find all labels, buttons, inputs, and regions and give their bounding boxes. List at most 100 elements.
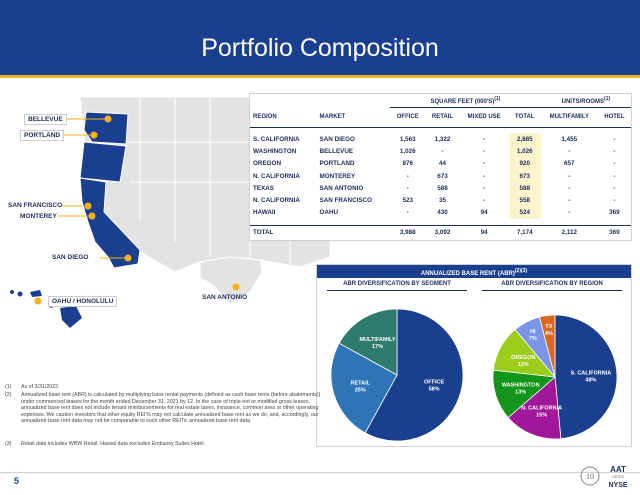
aat-nyse-logo: 10 AAT LISTED NYSE [580,465,628,489]
table-cell: WASHINGTON [253,147,297,155]
slice-value-label: 25% [355,388,366,394]
pie-slice [507,376,562,440]
abr-title: ANNUALIZED BASE RENT (ABR)(2)(3) [317,265,631,278]
slice-value-label: 13% [515,390,526,396]
total-cell: 3,092 [425,224,460,241]
city-label-oahu: OAHU / HONOLULU [48,296,118,307]
table-cell: 588 [508,182,541,195]
slice-category-label: S. CALIFORNIA [571,370,612,376]
table-cell: - [568,209,571,217]
table-cell: MONTEREY [319,172,356,180]
table-cell: - [483,160,486,168]
table-cell: 588 [437,184,448,192]
header-banner [0,0,640,78]
exchange-text: NYSE [608,482,627,489]
city-label-portland: PORTLAND [20,130,65,141]
slice-value-label: 4% [545,331,553,337]
us-map-state-lines [120,97,330,267]
table-cell: 657 [564,160,575,168]
column-header: RETAIL [425,107,460,128]
table-cell: - [483,135,486,143]
column-header: REGION [250,107,317,128]
table-cell: 94 [480,209,488,217]
table-cell: 1,322 [434,135,451,143]
table-cell: - [613,147,616,155]
table-cell: - [406,172,409,180]
column-header: MULTIFAMILY [540,107,598,128]
table-cell: 1,026 [508,145,541,158]
table-row: N. CALIFORNIA MONTEREY - 673 - 673 - - [250,169,631,183]
table-row: TEXAS SAN ANTONIO - 588 - 588 - - [250,182,631,195]
footnote-text: Retail data includes WBW Retail. Hawaii … [21,441,205,447]
table-cell: 369 [609,209,620,217]
city-label-bellevue: BELLEVUE [24,114,67,125]
table-cell: 2,885 [508,133,541,146]
total-cell: 2,112 [540,224,598,241]
table-cell: 1,563 [399,135,416,143]
table-row: S. CALIFORNIA SAN DIEGO 1,563 1,322 - 2,885 1,… [250,133,631,146]
city-label-san-antonio: SAN ANTONIO [202,294,248,301]
oregon-state [79,141,127,183]
table-cell: TEXAS [253,184,274,192]
table-cell: OREGON [253,160,281,168]
total-cell: 94 [459,224,509,241]
table-cell: - [613,197,616,205]
page-number: 5 [14,476,20,486]
table-cell: - [483,197,486,205]
table-cell: - [441,147,444,155]
logo-sub-text: LISTED [612,475,625,479]
table-cell: 673 [437,172,448,180]
footnote-number: (2) [5,392,12,398]
table-cell: 673 [508,169,541,183]
table-cell: - [483,184,486,192]
footnote-text: As of 3/31/2022. [21,384,60,390]
table-row: OREGON PORTLAND 876 44 - 920 657 - [250,157,631,170]
slice-category-label: N. CALIFORNIA [521,405,562,411]
table-cell: - [568,147,571,155]
table-cell: - [568,172,571,180]
pie-slice [338,308,398,376]
total-cell: 3,988 [390,224,426,241]
slice-category-label: HI [530,329,536,335]
table-cell: SAN DIEGO [319,135,355,143]
table-cell: 430 [437,209,448,217]
pie-slice [538,314,556,378]
slice-category-label: OREGON [511,355,535,361]
segment-chart-title: ABR DIVERSIFICATION BY SEGMENT [322,281,472,291]
table-cell: - [483,172,486,180]
table-cell: SAN FRANCISCO [319,197,373,205]
slice-value-label: 17% [372,344,383,350]
total-cell: 369 [597,224,631,241]
table-cell: 524 [508,206,541,220]
table-row: HAWAII OAHU - 430 94 524 - 369 [250,206,631,220]
table-cell: N. CALIFORNIA [253,197,300,205]
table-cell: - [568,184,571,192]
column-header: OFFICE [390,107,426,128]
table-cell: - [406,209,409,217]
table-cell: - [568,197,571,205]
pie-slice [330,342,398,434]
footnote-text: Annualized base rent (ABR) is calculated… [21,392,321,424]
table-cell: HAWAII [253,209,276,217]
table-row: N. CALIFORNIA SAN FRANCISCO 523 35 - 558 - - [250,194,631,207]
table-cell: - [613,160,616,168]
table-row: WASHINGTON BELLEVUE 1,026 - - 1,026 - - [250,145,631,158]
slice-value-label: 7% [529,336,537,342]
texas-state [199,256,263,305]
pie-slice [554,314,618,440]
column-header: HOTEL [597,107,631,128]
slice-value-label: 15% [536,412,547,418]
table-cell: 44 [438,160,446,168]
table-cell: 920 [508,157,541,170]
table-cell: 1,026 [399,147,416,155]
city-label-san-diego: SAN DIEGO [52,254,89,261]
table-cell: 1,455 [561,135,578,143]
table-cell: S. CALIFORNIA [253,135,300,143]
table-cell: 558 [508,194,541,207]
column-header: TOTAL [508,107,541,128]
city-label-monterey: MONTEREY [20,213,57,220]
table-cell: - [406,184,409,192]
pie-slice [364,308,464,442]
table-cell: BELLEVUE [319,147,354,155]
